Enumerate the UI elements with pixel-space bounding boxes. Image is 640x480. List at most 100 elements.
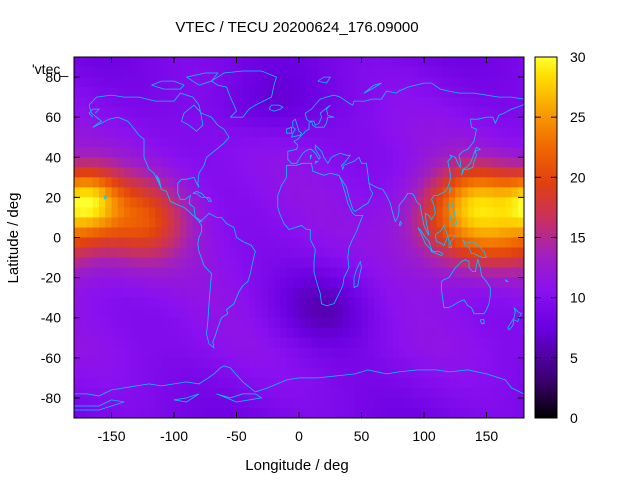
heatmap-cell (186, 287, 194, 299)
heatmap-cell (299, 127, 306, 138)
heatmap-cell (99, 267, 106, 279)
heatmap-cell (342, 407, 350, 418)
heatmap-cell (299, 167, 306, 178)
heatmap-cell (305, 227, 313, 239)
heatmap-cell (111, 327, 119, 339)
heatmap-cell (342, 297, 350, 309)
heatmap-cell (249, 167, 256, 178)
heatmap-cell (249, 247, 256, 259)
heatmap-cell (392, 377, 400, 389)
heatmap-cell (274, 397, 281, 409)
heatmap-cell (405, 377, 413, 389)
heatmap-cell (186, 137, 194, 148)
heatmap-cell (517, 297, 524, 309)
heatmap-cell (230, 377, 238, 389)
heatmap-cell (474, 347, 481, 359)
heatmap-cell (311, 257, 319, 269)
heatmap-cell (517, 387, 524, 399)
heatmap-cell (461, 147, 469, 158)
heatmap-cell (149, 357, 156, 369)
heatmap-cell (330, 127, 338, 138)
heatmap-cell (192, 407, 200, 418)
heatmap-cell (455, 347, 463, 359)
heatmap-cell (330, 147, 338, 158)
heatmap-cell (349, 387, 356, 399)
heatmap-cell (211, 387, 219, 399)
heatmap-cell (224, 107, 231, 118)
heatmap-cell (492, 237, 500, 249)
heatmap-cell (430, 387, 438, 399)
heatmap-cell (474, 127, 481, 138)
series-key-label: 'vtec_ (32, 61, 68, 77)
heatmap-cell (86, 77, 94, 88)
heatmap-cell (486, 147, 494, 158)
heatmap-cell (86, 147, 94, 158)
heatmap-cell (430, 317, 438, 329)
heatmap-cell (505, 287, 513, 299)
heatmap-cell (186, 297, 194, 309)
heatmap-cell (499, 387, 506, 399)
heatmap-cell (149, 87, 156, 98)
heatmap-cell (299, 317, 306, 329)
heatmap-cell (517, 127, 524, 138)
heatmap-cell (436, 257, 444, 269)
heatmap-cell (336, 177, 344, 188)
heatmap-cell (430, 57, 438, 68)
heatmap-cell (142, 237, 150, 249)
heatmap-cell (99, 347, 106, 359)
heatmap-cell (299, 77, 306, 88)
heatmap-cell (167, 87, 175, 98)
heatmap-cell (167, 407, 175, 418)
heatmap-cell (286, 147, 294, 158)
heatmap-cell (474, 187, 481, 198)
heatmap-cell (392, 137, 400, 148)
heatmap-cell (480, 97, 488, 108)
heatmap-cell (224, 207, 231, 219)
heatmap-cell (292, 187, 300, 198)
coastline-path (441, 258, 491, 315)
heatmap-cell (80, 407, 88, 418)
heatmap-cell (192, 277, 200, 289)
heatmap-cell (142, 377, 150, 389)
heatmap-cell (499, 267, 506, 279)
heatmap-cell (99, 97, 106, 108)
heatmap-cell (361, 177, 369, 188)
heatmap-cell (261, 187, 269, 198)
heatmap-cell (111, 157, 119, 168)
heatmap-cell (474, 227, 481, 239)
heatmap-cell (174, 317, 181, 329)
heatmap-cell (324, 277, 331, 289)
heatmap-cell (136, 187, 144, 198)
heatmap-cell (449, 127, 456, 138)
heatmap-cell (455, 257, 463, 269)
heatmap-cell (492, 347, 500, 359)
heatmap-cell (367, 137, 375, 148)
heatmap-cell (517, 357, 524, 369)
heatmap-cell (280, 187, 288, 198)
heatmap-cell (136, 387, 144, 399)
heatmap-cell (449, 57, 456, 68)
heatmap-cell (255, 117, 263, 128)
heatmap-cell (305, 357, 313, 369)
heatmap-cell (486, 107, 494, 118)
heatmap-cell (299, 147, 306, 158)
heatmap-cell (424, 327, 431, 339)
heatmap-cell (417, 97, 425, 108)
heatmap-cell (261, 197, 269, 209)
heatmap-cell (330, 157, 338, 168)
heatmap-cell (255, 137, 263, 148)
heatmap-cell (211, 57, 219, 68)
heatmap-cell (367, 157, 375, 168)
heatmap-cell (499, 337, 506, 349)
heatmap-cell (255, 207, 263, 219)
heatmap-cell (242, 227, 250, 239)
heatmap-cell (455, 247, 463, 259)
heatmap-cell (424, 317, 431, 329)
heatmap-cell (486, 267, 494, 279)
x-tick-label: 150 (475, 428, 499, 444)
heatmap-cell (386, 267, 394, 279)
heatmap-cell (180, 67, 188, 78)
heatmap-cell (199, 327, 206, 339)
heatmap-cell (286, 107, 294, 118)
heatmap-cell (424, 137, 431, 148)
